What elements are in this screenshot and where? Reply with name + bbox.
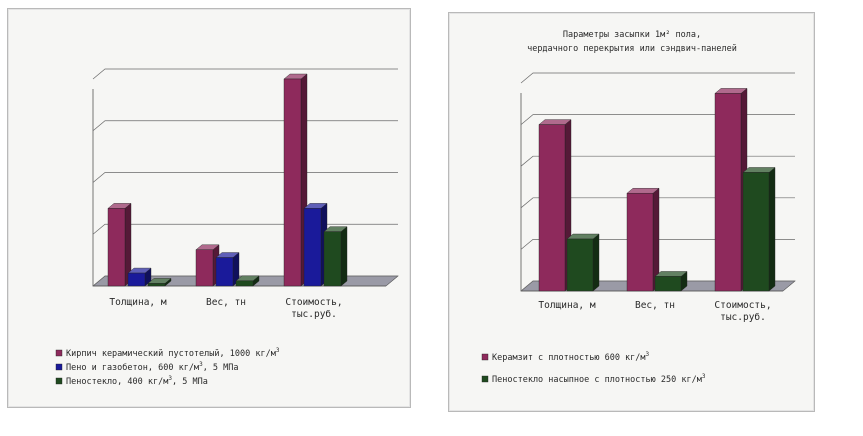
x-category-label: Вес, тн [206,297,246,308]
legend-label-part: , 5 МПа [172,377,208,387]
bar-side [768,167,776,292]
bar [566,238,594,292]
chart-title: Параметры засыпки 1м² пола, чердачного пе… [527,30,737,54]
legend-label-sup: 3 [702,373,706,380]
gridline [92,172,398,183]
chart-wall-svg: Толщина, м Вес, тн Стоимость, тыс.руб. Кирпи… [55,68,399,387]
gridline [520,239,795,250]
chart-title-line-1: Параметры засыпки 1м² пола, [563,30,701,40]
legend-label-sup: 3 [646,351,650,358]
bar [303,208,322,287]
x-category-label: Стоимость, тыс.руб. [714,300,771,323]
bar [654,276,682,292]
x-category-label: Толщина, м [109,297,166,308]
legend-label-sup: 3 [199,361,203,368]
chart-panel-floor: Параметры засыпки 1м² пола, чердачного пе… [448,12,815,412]
chart-title-line-2: чердачного перекрытия или сэндвич-панеле… [527,44,737,54]
bar [195,249,214,287]
bar [147,283,166,287]
bar-top [566,233,600,240]
legend-label: Пено и газобетон, 600 кг/м3, 5 МПа [66,361,239,373]
bar [538,124,566,292]
legend-label-sup: 3 [276,347,280,354]
legend-label-sup: 3 [168,375,172,382]
bar [626,193,654,292]
bar-top [714,88,748,94]
legend-label: Пеностекло, 400 кг/м3, 5 МПа [66,375,208,387]
legend-swatch [55,349,63,357]
legend-label-part: Пеностекло, 400 кг/м [66,377,168,387]
gridline [520,72,795,84]
legend-label-part: , 5 МПа [203,363,239,373]
gridline [520,114,795,125]
legend-label: Кирпич керамический пустотелый, 1000 кг/… [66,347,280,359]
gridline [520,197,795,209]
gridline [92,223,398,235]
chart-panel-wall: Толщина, м Вес, тн Стоимость, тыс.руб. Кирпи… [7,8,411,408]
x-category-label-line-1: Стоимость, [285,297,342,308]
bar-top [654,271,688,277]
gridline [520,280,795,292]
bar-top [742,167,776,173]
gridline [520,155,795,167]
bar [283,78,302,287]
bar [107,208,126,287]
bar [742,172,770,292]
legend-swatch [481,375,489,383]
x-category-label-line-2: тыс.руб. [291,309,337,320]
bar [323,231,342,287]
legend-swatch [55,363,63,371]
x-category-label-line-1: Стоимость, [714,300,771,311]
bar-top [538,119,572,125]
x-category-label-line-2: тыс.руб. [720,312,766,323]
legend-label-part: Керамзит с плотностью 600 кг/м [492,353,646,363]
bar [714,93,742,292]
gridline [92,68,398,80]
legend-label-part: Кирпич керамический пустотелый, 1000 кг/… [66,349,276,359]
x-category-label: Стоимость, тыс.руб. [285,297,342,320]
bar [235,280,254,287]
legend-label: Пеностекло насыпное с плотностью 250 кг/… [492,373,706,385]
chart-floor-svg: Параметры засыпки 1м² пола, чердачного пе… [481,30,796,385]
legend-label: Керамзит с плотностью 600 кг/м3 [492,351,650,363]
legend-swatch [481,353,489,361]
x-category-label: Вес, тн [635,300,675,311]
gridline [92,120,398,132]
legend-swatch [55,377,63,385]
bar-side [340,226,348,287]
bar [127,272,146,287]
bar-side [592,233,600,292]
x-category-label: Толщина, м [538,300,595,311]
bar [215,257,234,287]
legend-label-part: Пено и газобетон, 600 кг/м [66,362,199,373]
legend-label-part: Пеностекло насыпное с плотностью 250 кг/… [492,375,702,385]
bar-top [626,188,660,194]
